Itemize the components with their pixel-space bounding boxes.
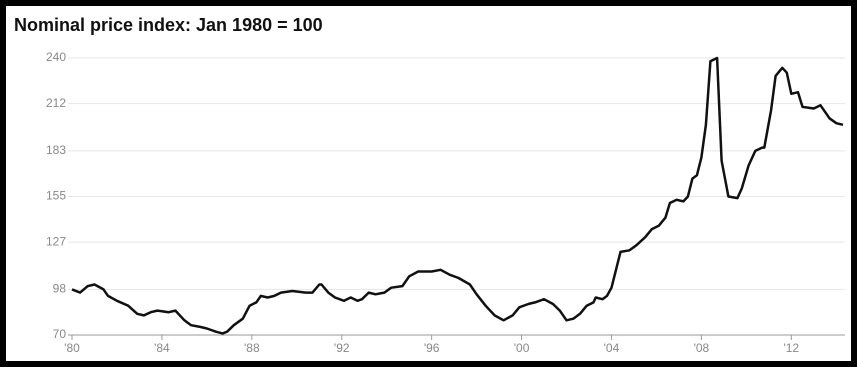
x-tick-label: '84 — [154, 341, 170, 355]
y-tick-label: 240 — [46, 50, 66, 64]
x-tick-label: '04 — [604, 341, 620, 355]
x-tick-label: '08 — [694, 341, 710, 355]
y-tick-label: 155 — [46, 189, 66, 203]
x-tick-label: '96 — [424, 341, 440, 355]
x-tick-label: '80 — [64, 341, 80, 355]
y-tick-label: 98 — [53, 282, 67, 296]
x-tick-label: '12 — [783, 341, 799, 355]
y-tick-label: 183 — [46, 143, 66, 157]
y-tick-label: 127 — [46, 234, 66, 248]
y-tick-label: 70 — [53, 327, 67, 341]
x-tick-label: '00 — [514, 341, 530, 355]
price-line — [71, 56, 844, 335]
x-tick-label: '88 — [244, 341, 260, 355]
y-tick-label: 212 — [46, 96, 66, 110]
chart-title: Nominal price index: Jan 1980 = 100 — [14, 15, 323, 35]
x-tick-label: '92 — [334, 341, 350, 355]
